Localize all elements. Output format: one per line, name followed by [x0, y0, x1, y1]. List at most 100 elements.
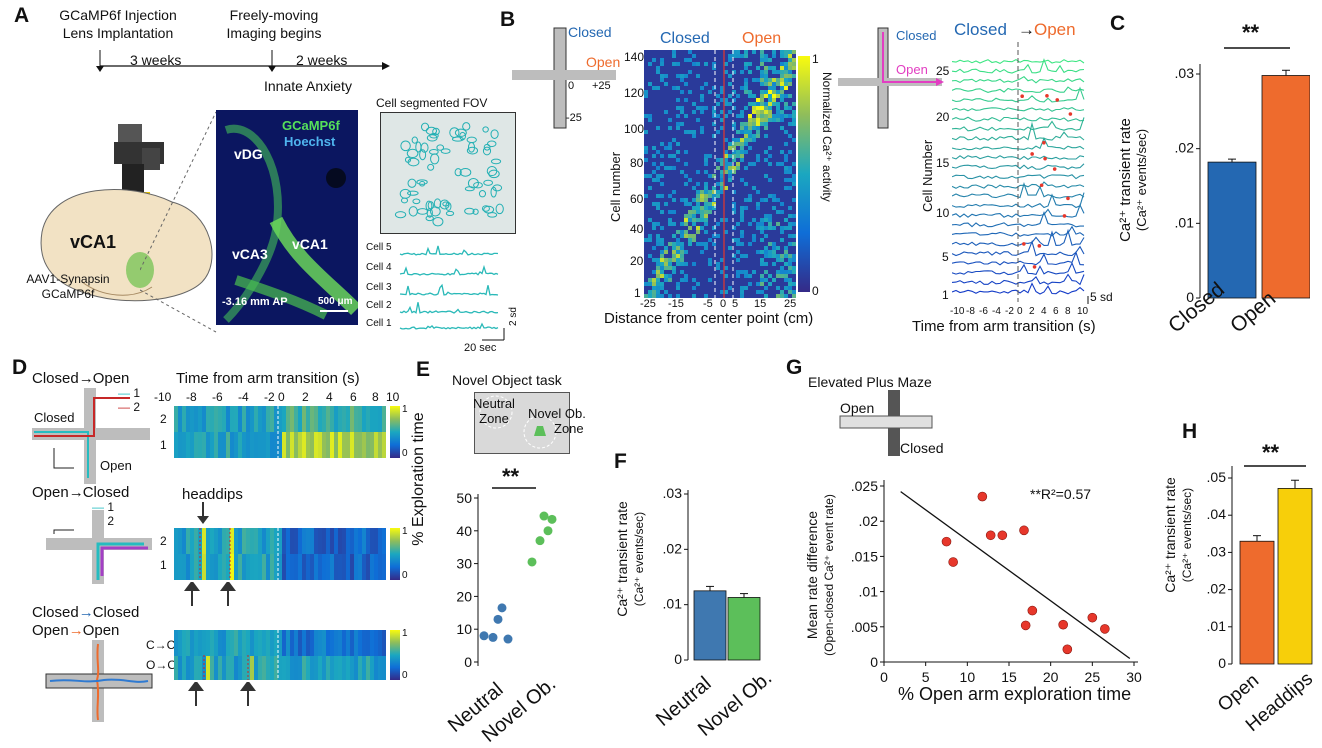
dh2-cell: [298, 554, 302, 580]
b-heat-cell: [792, 182, 796, 186]
b-heat-cell: [788, 282, 792, 286]
dh2-cell: [258, 528, 262, 554]
b-heat-cell: [732, 254, 736, 258]
b-heat-cell: [652, 146, 656, 150]
b-heat-cell: [772, 278, 776, 282]
dh3-cell: [194, 630, 198, 656]
c-ytick-label: .03: [1175, 65, 1195, 81]
b-heat-cell: [684, 114, 688, 118]
b-heat-cell: [688, 58, 692, 62]
d-xtick: -4: [238, 390, 249, 404]
b-heat-cell: [652, 162, 656, 166]
b-heat-cell: [788, 134, 792, 138]
dh3-cell: [366, 656, 370, 680]
d-cbar2-min: 0: [402, 570, 408, 581]
b-heat-cell: [668, 242, 672, 246]
b-heat-cell: [680, 78, 684, 82]
b-heat-cell: [652, 282, 656, 286]
b-heat-cell: [692, 54, 696, 58]
b-heat-cell: [676, 258, 680, 262]
g-xtick-label: 30: [1126, 669, 1142, 685]
dh2-cell: [286, 528, 290, 554]
cell-trace: [399, 264, 499, 276]
dh1-cell: [350, 432, 354, 458]
b-heat-cell: [728, 162, 732, 166]
b-heat-cell: [724, 150, 728, 154]
b-heat-cell: [704, 158, 708, 162]
b-heat-cell: [668, 266, 672, 270]
b-heat-cell: [740, 154, 744, 158]
b-heat-cell: [688, 130, 692, 134]
fov-cell-outline: [486, 165, 498, 177]
b-heat-cell: [792, 222, 796, 226]
fov-title: Cell segmented FOV: [376, 96, 488, 110]
b-heat-cell: [784, 218, 788, 222]
b-heat-cell: [756, 206, 760, 210]
b-heat-cell: [732, 166, 736, 170]
dh2-cell: [266, 528, 270, 554]
d-colorbar-3: [390, 630, 400, 680]
b-heat-cell: [728, 178, 732, 182]
b-heat-cell: [716, 194, 720, 198]
b-heat-cell: [704, 106, 708, 110]
d-xtick: -2: [264, 390, 275, 404]
b-heat-cell: [668, 194, 672, 198]
b-heat-cell: [780, 62, 784, 66]
b-heat-cell: [660, 194, 664, 198]
fov-image: [380, 112, 516, 234]
b-heat-cell: [696, 242, 700, 246]
dh1-cell: [378, 406, 382, 432]
b-heat-cell: [776, 198, 780, 202]
timeline-gap1: 3 weeks: [130, 52, 182, 68]
fov-cell-outline: [492, 184, 503, 192]
e-ytick-label: 20: [456, 588, 472, 604]
b-heat-cell: [776, 162, 780, 166]
b-heat-cell: [784, 278, 788, 282]
d-row1-open: Open: [100, 458, 132, 473]
b-heat-cell: [688, 242, 692, 246]
cell-trace: [399, 302, 499, 314]
dh1-cell: [254, 432, 258, 458]
cell-traces: [399, 245, 505, 341]
fov-cell-outline: [407, 190, 419, 196]
b-heat-cell: [788, 178, 792, 182]
e-novel-zone-l2: Zone: [554, 421, 584, 436]
b-r-xtick: 2: [1029, 306, 1035, 317]
b-heat-cell: [768, 282, 772, 286]
b-heat-cell: [712, 202, 716, 206]
b-heat-cell: [664, 110, 668, 114]
b-heat-cell: [720, 162, 724, 166]
b-heat-cell: [732, 106, 736, 110]
dh1-cell: [238, 432, 242, 458]
b-heat-cell: [708, 258, 712, 262]
b-heat-cell: [708, 154, 712, 158]
b-heat-cell: [716, 222, 720, 226]
dh1-cell: [338, 432, 342, 458]
b-heat-cell: [784, 94, 788, 98]
fov-cell-outline: [454, 168, 462, 177]
dh3-cell: [178, 630, 182, 656]
dh2-cell: [226, 528, 230, 554]
b-heat-cell: [720, 218, 724, 222]
b-heat-cell: [776, 274, 780, 278]
dh2-cell: [194, 528, 198, 554]
b-r-trace: [952, 117, 1085, 132]
b-heat-cell: [712, 174, 716, 178]
b-heat-cell: [772, 242, 776, 246]
b-ylabel: Cell number: [608, 151, 623, 222]
dh1-cell: [366, 406, 370, 432]
b-heat-cell: [700, 226, 704, 230]
b-heat-cell: [744, 138, 748, 142]
dh1-cell: [358, 432, 362, 458]
b-heat-cell: [792, 62, 796, 66]
b-heat-cell: [752, 118, 756, 122]
dh2-cell: [330, 554, 334, 580]
dh2-cell: [322, 554, 326, 580]
dh2-cell: [374, 554, 378, 580]
b-heat-cell: [788, 254, 792, 258]
b-heat-cell: [768, 66, 772, 70]
b-heat-cell: [792, 138, 796, 142]
b-heat-cell: [680, 198, 684, 202]
b-heat-cell: [768, 106, 772, 110]
h-ylabel: Ca²⁺ transient rate (Ca²⁺ events/sec): [1160, 477, 1322, 640]
